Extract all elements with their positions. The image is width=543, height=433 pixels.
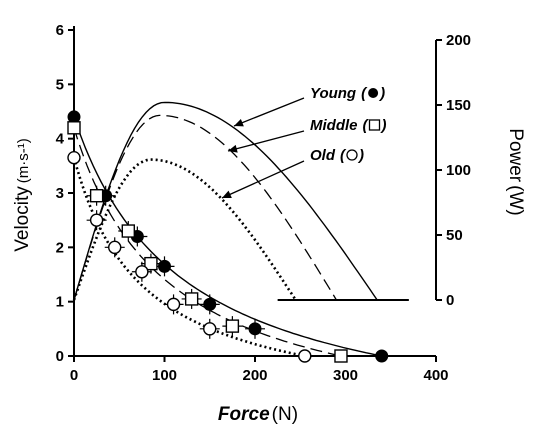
data-points (67, 110, 389, 363)
data-point-young (203, 297, 217, 311)
x-tick-label: 100 (152, 367, 177, 384)
data-point-old (203, 322, 217, 336)
legend-paren-open: ( (340, 147, 347, 164)
legend-pointer-arrowhead (234, 118, 244, 127)
data-point-old (166, 297, 181, 312)
x-tick-label: 0 (70, 367, 78, 384)
y-left-tick-label: 3 (56, 185, 64, 202)
x-axis-label: Force (N) (218, 404, 298, 425)
y-right-tick-label: 0 (446, 292, 454, 309)
data-point-middle (225, 319, 240, 333)
legend-paren-open: ( (363, 117, 370, 134)
y-left-axis-label-unit: (m·s-¹) (15, 138, 32, 183)
legend-paren-close: ) (380, 117, 387, 134)
legend-pointer-arrowhead (222, 190, 232, 198)
x-tick-label: 300 (333, 367, 358, 384)
data-point-middle (144, 256, 158, 271)
power-curve-young (73, 101, 378, 301)
x-axis-label-unit: (N) (272, 404, 298, 425)
axes: 0 100 200 300 400 0 1 2 3 4 5 6 0 50 100 150 200 (56, 22, 471, 384)
legend-marker-young (368, 88, 379, 98)
y-left-tick-label: 5 (56, 76, 64, 93)
legend: Young()Middle()Old() (221, 85, 387, 199)
legend-label-young: Young (310, 85, 356, 102)
data-point-middle (89, 189, 104, 203)
data-point-old (67, 150, 81, 165)
y-right-axis-label-main: Power (505, 128, 526, 183)
y-left-tick-label: 6 (56, 22, 64, 39)
force-velocity-curve-young (73, 116, 382, 357)
data-point-middle (121, 224, 136, 238)
legend-marker-old (346, 149, 358, 161)
power-curve-middle (73, 114, 337, 301)
y-right-tick-label: 50 (446, 227, 463, 244)
y-right-tick-label: 100 (446, 162, 471, 179)
data-point-old (89, 213, 104, 227)
x-tick-label: 400 (423, 367, 448, 384)
legend-paren-open: ( (361, 85, 368, 102)
x-axis-label-main: Force (218, 404, 270, 425)
legend-pointer-line (221, 160, 305, 199)
data-point-young (375, 349, 389, 363)
y-left-tick-label: 2 (56, 239, 64, 256)
y-right-tick-label: 200 (446, 32, 471, 49)
legend-label-old: Old (310, 147, 336, 164)
legend-label-middle: Middle (310, 117, 358, 134)
legend-paren-close: ) (357, 147, 364, 164)
data-point-middle (334, 349, 348, 363)
data-point-old (298, 349, 312, 363)
data-point-old (135, 265, 149, 279)
y-left-tick-label: 1 (56, 294, 64, 311)
data-point-middle (184, 292, 199, 306)
y-left-tick-label: 4 (56, 131, 65, 148)
data-point-middle (67, 121, 81, 135)
legend-marker-middle (368, 119, 381, 131)
power-curve-old (72, 158, 297, 301)
y-left-tick-label: 0 (56, 348, 64, 365)
force-velocity-curve-middle (73, 127, 342, 357)
y-left-axis-label-main: Velocity (12, 186, 33, 252)
data-point-old (108, 240, 122, 255)
x-tick-label: 200 (242, 367, 267, 384)
legend-pointer-line (227, 130, 305, 152)
legend-paren-close: ) (378, 85, 385, 102)
legend-pointer-arrowhead (228, 144, 238, 153)
data-point-young (248, 322, 262, 336)
y-left-axis-label: Velocity (m·s-¹) (12, 138, 33, 251)
data-point-young (158, 259, 171, 273)
legend-pointer-line (233, 97, 305, 127)
y-right-axis-label: Power(W) (505, 128, 526, 215)
y-right-tick-label: 150 (446, 97, 471, 114)
y-right-axis-label-unit: (W) (505, 185, 526, 216)
